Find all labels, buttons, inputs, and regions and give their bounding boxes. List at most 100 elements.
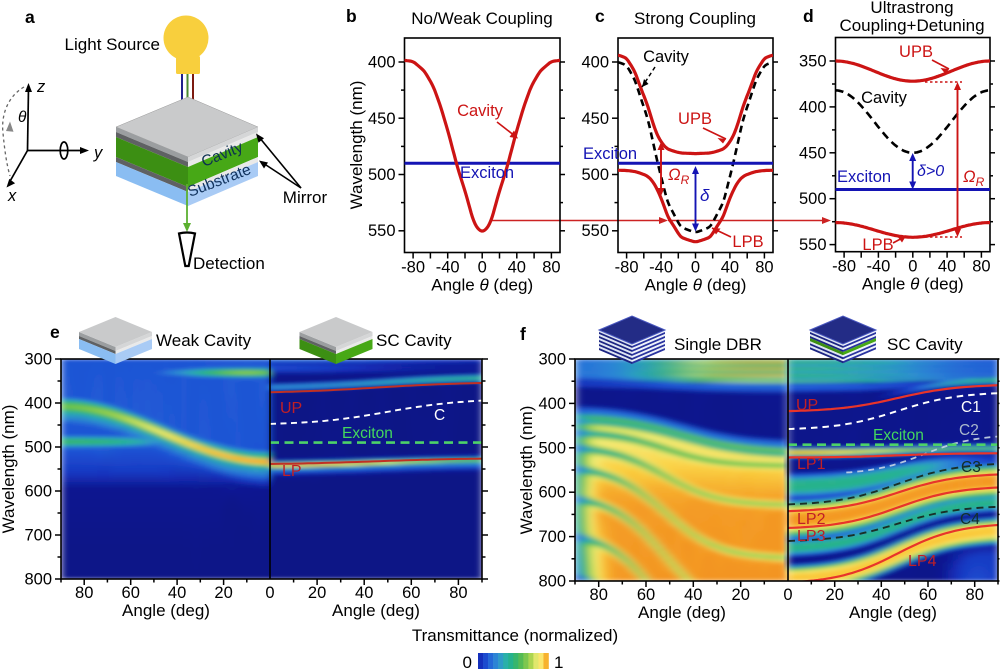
svg-text:Wavelength (nm): Wavelength (nm): [347, 81, 366, 210]
svg-text:350: 350: [799, 53, 827, 71]
svg-text:-40: -40: [649, 259, 673, 277]
svg-text:0: 0: [691, 259, 700, 277]
svg-text:Cavity: Cavity: [861, 89, 908, 107]
svg-text:UP: UP: [796, 397, 818, 414]
svg-text:40: 40: [684, 586, 702, 604]
svg-text:40: 40: [355, 584, 373, 602]
svg-text:a: a: [25, 7, 35, 27]
svg-text:Mirror: Mirror: [283, 188, 328, 207]
svg-text:LP: LP: [282, 463, 302, 480]
svg-text:450: 450: [799, 144, 827, 162]
svg-text:20: 20: [214, 584, 232, 602]
svg-text:Cavity: Cavity: [643, 48, 690, 66]
svg-text:0: 0: [478, 259, 487, 277]
svg-text:80: 80: [75, 584, 93, 602]
svg-text:δ: δ: [700, 186, 710, 205]
svg-text:60: 60: [122, 584, 140, 602]
svg-text:0: 0: [265, 584, 274, 602]
svg-text:-40: -40: [866, 258, 890, 276]
svg-text:δ>0: δ>0: [917, 163, 944, 180]
svg-text:60: 60: [637, 586, 655, 604]
svg-text:Angle (deg): Angle (deg): [122, 601, 210, 620]
svg-text:40: 40: [938, 258, 956, 276]
svg-text:80: 80: [972, 258, 990, 276]
svg-text:400: 400: [799, 98, 827, 116]
svg-text:20: 20: [826, 586, 844, 604]
svg-text:400: 400: [24, 395, 52, 413]
svg-text:y: y: [93, 144, 104, 162]
svg-text:Ultrastrong: Ultrastrong: [870, 0, 953, 17]
svg-text:500: 500: [368, 166, 396, 184]
svg-text:600: 600: [538, 484, 566, 502]
svg-text:450: 450: [581, 110, 609, 128]
svg-text:-80: -80: [401, 259, 425, 277]
svg-text:80: 80: [542, 259, 560, 277]
svg-text:500: 500: [538, 439, 566, 457]
svg-text:Exciton: Exciton: [583, 145, 637, 163]
svg-text:Transmittance (normalized): Transmittance (normalized): [412, 626, 618, 645]
svg-text:0: 0: [783, 586, 792, 604]
svg-text:Angle (deg): Angle (deg): [849, 603, 937, 622]
svg-text:-80: -80: [615, 259, 639, 277]
svg-text:700: 700: [538, 528, 566, 546]
svg-text:300: 300: [24, 351, 52, 369]
svg-text:0: 0: [463, 653, 472, 671]
svg-text:C2: C2: [959, 422, 979, 439]
svg-text:c: c: [595, 6, 605, 26]
svg-text:LP2: LP2: [797, 511, 826, 528]
svg-text:UP: UP: [280, 400, 302, 417]
svg-text:450: 450: [368, 110, 396, 128]
svg-text:40: 40: [508, 259, 526, 277]
svg-text:Angle θ (deg): Angle θ (deg): [862, 275, 964, 294]
svg-text:C: C: [434, 407, 445, 424]
svg-text:Exciton: Exciton: [837, 168, 891, 186]
svg-text:LP4: LP4: [908, 553, 937, 570]
svg-text:60: 60: [919, 586, 937, 604]
svg-text:400: 400: [581, 54, 609, 72]
svg-text:SC Cavity: SC Cavity: [376, 331, 452, 350]
svg-text:C4: C4: [960, 511, 980, 528]
svg-text:550: 550: [799, 236, 827, 254]
svg-text:Detection: Detection: [193, 254, 265, 273]
svg-text:SC Cavity: SC Cavity: [887, 335, 963, 354]
svg-text:Cavity: Cavity: [457, 102, 504, 120]
svg-text:-40: -40: [436, 259, 460, 277]
svg-text:Wavelength (nm): Wavelength (nm): [517, 406, 536, 535]
svg-text:500: 500: [24, 439, 52, 457]
svg-text:80: 80: [755, 259, 773, 277]
svg-text:f: f: [520, 324, 526, 344]
svg-text:x: x: [7, 187, 17, 205]
svg-text:C3: C3: [961, 459, 981, 476]
svg-text:UPB: UPB: [678, 110, 712, 128]
svg-text:600: 600: [24, 483, 52, 501]
svg-text:Strong Coupling: Strong Coupling: [634, 9, 756, 28]
svg-text:LPB: LPB: [862, 236, 893, 254]
svg-text:z: z: [36, 78, 46, 96]
svg-text:40: 40: [872, 586, 890, 604]
svg-text:Weak Cavity: Weak Cavity: [156, 331, 252, 350]
svg-text:80: 80: [590, 586, 608, 604]
svg-text:θ: θ: [18, 109, 27, 126]
svg-text:0: 0: [908, 258, 917, 276]
svg-text:Exciton: Exciton: [460, 164, 514, 182]
svg-text:LP3: LP3: [797, 528, 826, 545]
svg-text:Angle θ (deg): Angle θ (deg): [645, 276, 747, 295]
svg-text:Exciton: Exciton: [873, 427, 924, 444]
svg-text:300: 300: [538, 351, 566, 369]
svg-text:550: 550: [581, 222, 609, 240]
svg-text:Coupling+Detuning: Coupling+Detuning: [839, 16, 984, 35]
svg-text:400: 400: [538, 395, 566, 413]
svg-text:60: 60: [402, 584, 420, 602]
svg-text:LPB: LPB: [732, 233, 763, 251]
svg-text:Angle (deg): Angle (deg): [638, 603, 726, 622]
svg-text:e: e: [50, 322, 60, 342]
svg-text:No/Weak Coupling: No/Weak Coupling: [411, 9, 552, 28]
svg-text:500: 500: [799, 190, 827, 208]
svg-text:Exciton: Exciton: [342, 425, 393, 442]
svg-text:20: 20: [732, 586, 750, 604]
svg-text:LP1: LP1: [797, 456, 826, 473]
svg-text:Angle (deg): Angle (deg): [332, 601, 420, 620]
svg-text:d: d: [803, 6, 814, 26]
svg-text:Wavelength (nm): Wavelength (nm): [0, 405, 18, 534]
svg-text:400: 400: [368, 54, 396, 72]
